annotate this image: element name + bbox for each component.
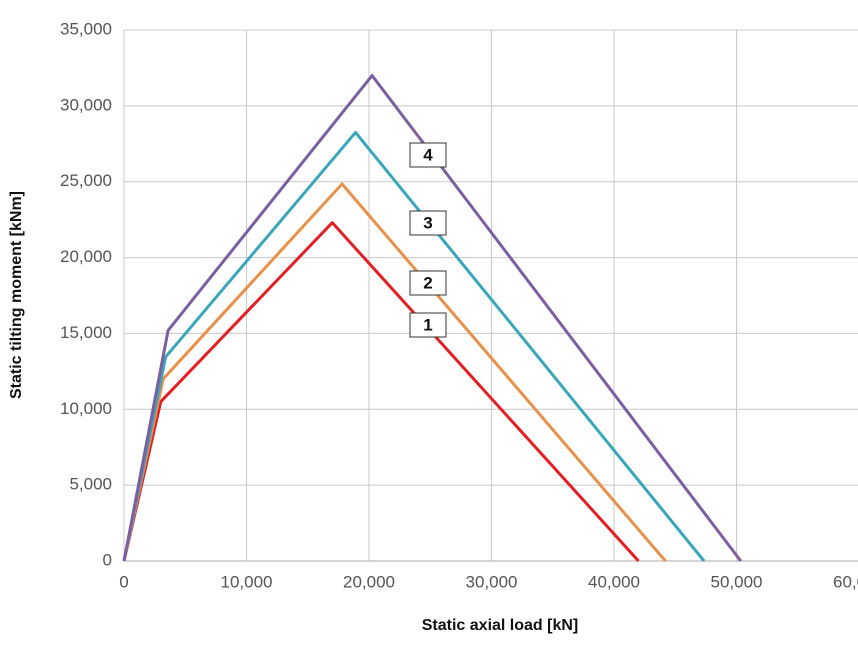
x-tick-label: 50,000 [711,572,763,591]
y-tick-label: 25,000 [60,171,112,190]
series-line [122,182,667,562]
y-tick-label: 35,000 [60,19,112,38]
series-line [122,221,640,563]
series-label: 3 [423,213,432,232]
y-tick-label: 15,000 [60,323,112,342]
y-tick-label: 30,000 [60,95,112,114]
x-tick-label: 20,000 [343,572,395,591]
series-line [122,74,742,562]
x-tick-label: 60,000 [833,572,858,591]
x-tick-label: 30,000 [466,572,518,591]
x-tick-label: 10,000 [221,572,273,591]
x-axis-title: Static axial load [kN] [422,617,579,634]
series-label-box [409,210,447,236]
series-label-box [409,142,447,168]
y-tick-label: 10,000 [60,399,112,418]
y-tick-label: 0 [103,550,112,569]
y-axis-title: Static tilting moment [kNm] [8,191,25,399]
series-line [122,130,706,562]
series-label: 4 [423,145,433,164]
series-label-box [409,270,447,296]
series-label-box [409,312,447,338]
x-tick-label: 0 [119,572,128,591]
series-label: 1 [423,315,432,334]
y-tick-label: 20,000 [60,247,112,266]
y-tick-label: 5,000 [69,475,112,494]
series-label: 2 [423,273,432,292]
x-tick-label: 40,000 [588,572,640,591]
